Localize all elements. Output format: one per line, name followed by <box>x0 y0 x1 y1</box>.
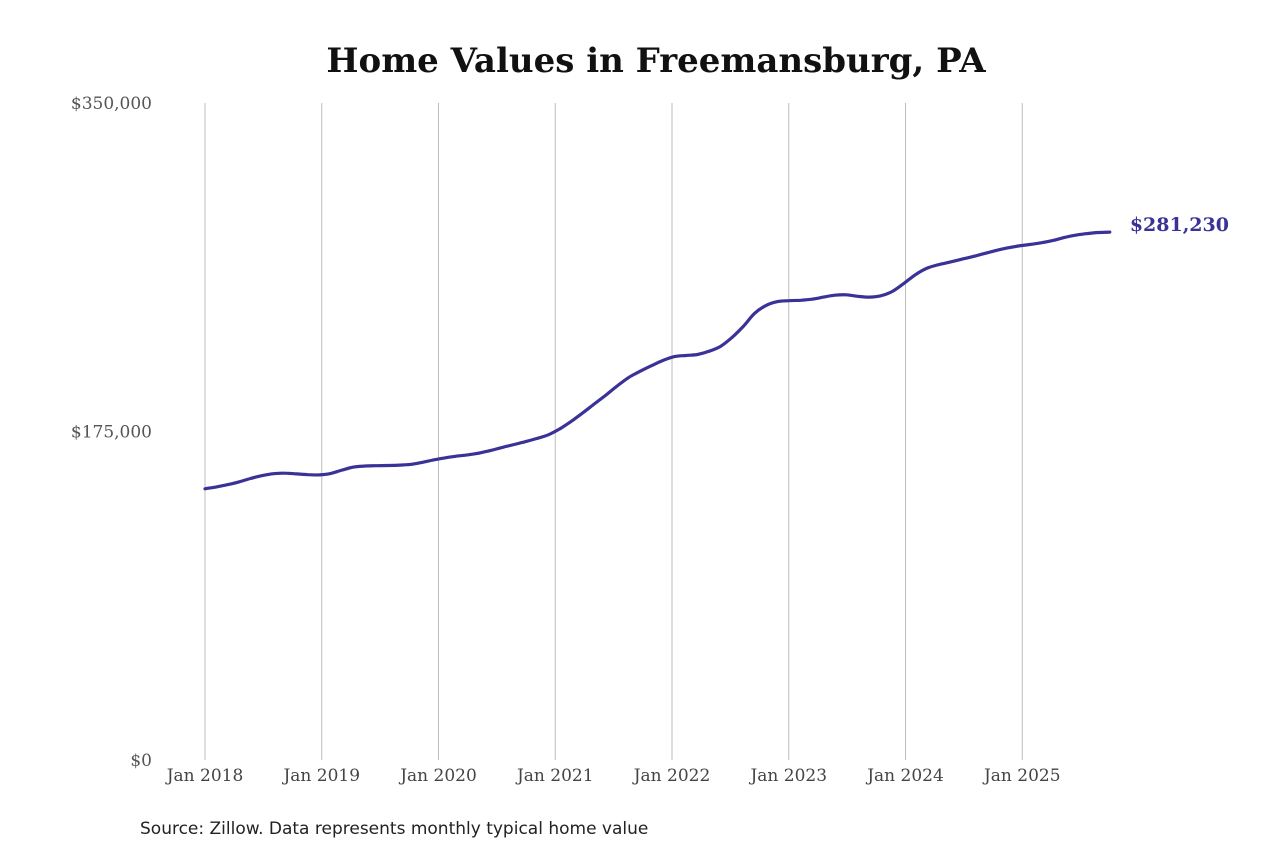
y-axis-ticks: $0 $175,000 $350,000 <box>71 94 152 771</box>
latest-value-label: $281,230 <box>1130 214 1229 236</box>
x-tick-label: Jan 2021 <box>515 766 594 786</box>
y-tick-label: $175,000 <box>71 423 152 443</box>
y-tick-label: $0 <box>130 751 152 771</box>
x-gridlines <box>204 103 1023 760</box>
x-tick-label: Jan 2018 <box>165 766 244 786</box>
x-tick-label: Jan 2022 <box>632 766 711 786</box>
x-tick-label: Jan 2023 <box>748 766 827 786</box>
x-axis-ticks: Jan 2018 Jan 2019 Jan 2020 Jan 2021 Jan 2022… <box>165 766 1061 786</box>
source-note: Source: Zillow. Data represents monthly … <box>140 819 648 839</box>
x-tick-label: Jan 2025 <box>982 766 1061 786</box>
x-tick-label: Jan 2020 <box>398 766 477 786</box>
x-tick-label: Jan 2019 <box>281 766 360 786</box>
chart-title: Home Values in Freemansburg, PA <box>326 41 986 81</box>
home-value-line <box>203 230 1112 491</box>
x-tick-label: Jan 2024 <box>865 766 944 786</box>
y-tick-label: $350,000 <box>71 94 152 114</box>
